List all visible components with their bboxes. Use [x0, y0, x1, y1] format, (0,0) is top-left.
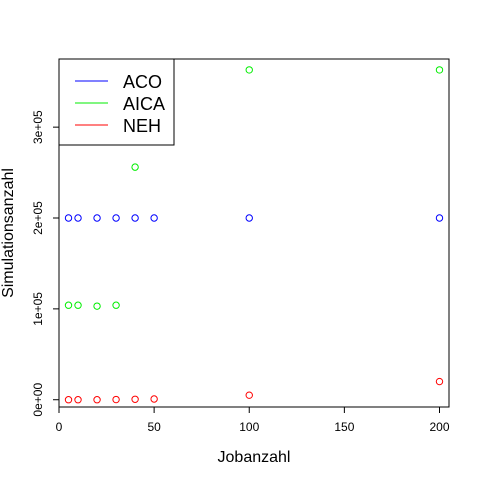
- data-point-aica: [74, 301, 82, 309]
- data-point-aica: [112, 301, 120, 309]
- data-point-aco: [435, 214, 444, 222]
- y-tick-label: 3e+05: [31, 110, 45, 144]
- y-tick-label: 2e+05: [31, 201, 45, 235]
- x-tick-label: 0: [56, 420, 63, 434]
- legend-label-neh: NEH: [123, 116, 161, 136]
- data-point-neh: [112, 395, 120, 404]
- y-axis: 0e+00 1e+05 2e+05 3e+05: [31, 110, 60, 417]
- data-point-aica: [64, 301, 73, 309]
- data-point-aco: [131, 214, 139, 222]
- data-point-aco: [93, 214, 101, 222]
- legend-label-aica: AICA: [123, 94, 165, 114]
- data-points: [64, 66, 444, 404]
- data-point-neh: [74, 396, 82, 404]
- y-axis-label: Simulationsanzahl: [0, 168, 17, 298]
- legend: ACO AICA NEH: [58, 58, 175, 146]
- data-point-aco: [245, 214, 253, 222]
- x-tick-label: 50: [147, 420, 161, 434]
- data-point-aco: [64, 214, 73, 222]
- y-tick-label: 0e+00: [31, 383, 45, 417]
- legend-box: [58, 58, 175, 146]
- y-tick-label: 1e+05: [31, 292, 45, 326]
- data-point-neh: [131, 395, 139, 403]
- data-point-aco: [112, 214, 120, 222]
- x-axis: 0 50 100 150 200: [56, 406, 450, 434]
- x-tick-label: 200: [429, 420, 449, 434]
- data-point-neh: [93, 396, 101, 404]
- data-point-neh: [150, 395, 158, 403]
- data-point-neh: [64, 396, 73, 404]
- x-tick-label: 100: [239, 420, 259, 434]
- data-point-aica: [93, 302, 101, 310]
- data-point-neh: [245, 391, 253, 399]
- data-point-neh: [435, 377, 444, 386]
- data-point-aco: [150, 214, 158, 222]
- x-axis-label: Jobanzahl: [218, 449, 291, 466]
- data-point-aco: [74, 214, 82, 222]
- data-point-aica: [131, 163, 139, 171]
- legend-label-aco: ACO: [123, 72, 162, 92]
- x-tick-label: 150: [334, 420, 354, 434]
- data-point-aica: [245, 66, 253, 74]
- data-point-aica: [435, 66, 444, 74]
